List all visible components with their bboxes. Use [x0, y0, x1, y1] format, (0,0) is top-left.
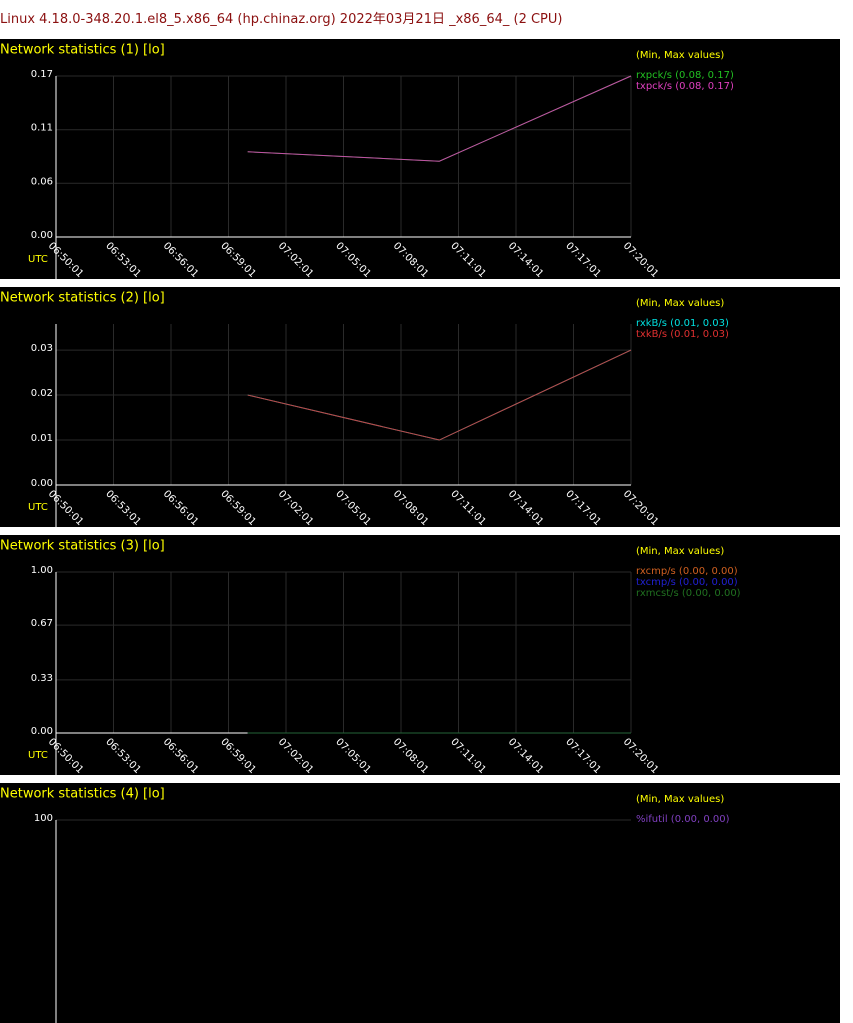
y-tick-label: 0.00 — [31, 478, 53, 489]
y-tick-label: 0.06 — [31, 176, 53, 187]
x-tick-label: 07:02:01 — [276, 488, 316, 527]
x-tick-label: 07:14:01 — [506, 240, 546, 279]
legend-entry: rxpck/s (0.08, 0.17) — [636, 70, 734, 81]
chart: Network statistics (1) [lo] (Min, Max val… — [0, 43, 734, 279]
y-tick-label: 0.01 — [31, 433, 53, 444]
y-tick-label: 1.00 — [31, 565, 53, 576]
y-tick-label: 0.00 — [31, 230, 53, 241]
x-tick-label: 06:53:01 — [103, 488, 143, 527]
x-tick-label: 06:50:01 — [46, 736, 86, 775]
y-tick-label: 0.33 — [31, 673, 53, 684]
legend-entry: txkB/s (0.01, 0.03) — [636, 329, 729, 340]
y-tick-label: 0.00 — [31, 726, 53, 737]
x-tick-label: 07:20:01 — [621, 488, 661, 527]
legend-title: (Min, Max values) — [636, 546, 724, 557]
legend-entry: rxkB/s (0.01, 0.03) — [636, 318, 729, 329]
x-tick-label: 06:59:01 — [218, 736, 258, 775]
x-tick-label: 07:17:01 — [563, 240, 603, 279]
x-tick-label: 06:56:01 — [161, 488, 201, 527]
x-tick-label: 06:53:01 — [103, 240, 143, 279]
series-line — [247, 349, 632, 441]
legend-entry: %ifutil (0.00, 0.00) — [636, 814, 730, 825]
chart-title: Network statistics (3) [lo] — [0, 539, 165, 554]
x-tick-label: 06:56:01 — [161, 240, 201, 279]
x-tick-label: 07:14:01 — [506, 488, 546, 527]
x-tick-label: 06:53:01 — [103, 736, 143, 775]
x-tick-label: 06:59:01 — [218, 240, 258, 279]
y-tick-label: 0.17 — [31, 69, 53, 80]
x-axis-label: UTC — [28, 502, 48, 513]
legend-entry: txpck/s (0.08, 0.17) — [636, 81, 734, 92]
x-tick-label: 07:14:01 — [506, 736, 546, 775]
legend-entry: txcmp/s (0.00, 0.00) — [636, 577, 738, 588]
x-tick-label: 07:08:01 — [391, 240, 431, 279]
x-tick-label: 07:08:01 — [391, 488, 431, 527]
x-tick-label: 07:11:01 — [448, 240, 488, 279]
y-tick-label: 0.03 — [31, 343, 53, 354]
y-tick-label: 0.11 — [31, 123, 53, 134]
x-tick-label: 07:11:01 — [448, 488, 488, 527]
x-tick-label: 07:17:01 — [563, 488, 603, 527]
chart-title: Network statistics (1) [lo] — [0, 43, 165, 58]
x-tick-label: 07:02:01 — [276, 736, 316, 775]
y-tick-label: 0.02 — [31, 388, 53, 399]
x-tick-label: 06:59:01 — [218, 488, 258, 527]
legend-title: (Min, Max values) — [636, 794, 724, 805]
x-tick-label: 07:20:01 — [621, 736, 661, 775]
y-tick-label: 100 — [34, 813, 53, 824]
x-axis-label: UTC — [28, 254, 48, 265]
x-tick-label: 07:05:01 — [333, 240, 373, 279]
chart-panel: Network statistics (1) [lo] (Min, Max val… — [0, 39, 840, 279]
chart-title: Network statistics (4) [lo] — [0, 787, 165, 802]
chart-panel: Network statistics (4) [lo] (Min, Max val… — [0, 783, 840, 1023]
x-tick-label: 07:17:01 — [563, 736, 603, 775]
series-line — [247, 75, 632, 162]
page: Linux 4.18.0-348.20.1.el8_5.x86_64 (hp.c… — [0, 12, 840, 1023]
x-tick-label: 06:50:01 — [46, 240, 86, 279]
chart: Network statistics (2) [lo] (Min, Max val… — [0, 291, 729, 527]
x-tick-label: 07:20:01 — [621, 240, 661, 279]
chart-panel: Network statistics (2) [lo] (Min, Max val… — [0, 287, 840, 527]
x-tick-label: 06:50:01 — [46, 488, 86, 527]
y-tick-label: 0.67 — [31, 618, 53, 629]
chart: Network statistics (3) [lo] (Min, Max val… — [0, 539, 741, 775]
chart: Network statistics (4) [lo] (Min, Max val… — [0, 787, 730, 1023]
chart-panel: Network statistics (3) [lo] (Min, Max val… — [0, 535, 840, 775]
header: Linux 4.18.0-348.20.1.el8_5.x86_64 (hp.c… — [0, 12, 563, 27]
x-tick-label: 07:08:01 — [391, 736, 431, 775]
x-tick-label: 06:56:01 — [161, 736, 201, 775]
x-tick-label: 07:05:01 — [333, 736, 373, 775]
legend-title: (Min, Max values) — [636, 50, 724, 61]
x-tick-label: 07:05:01 — [333, 488, 373, 527]
x-tick-label: 07:11:01 — [448, 736, 488, 775]
legend-entry: rxcmp/s (0.00, 0.00) — [636, 566, 738, 577]
x-axis-label: UTC — [28, 750, 48, 761]
legend-title: (Min, Max values) — [636, 298, 724, 309]
chart-title: Network statistics (2) [lo] — [0, 291, 165, 306]
legend-entry: rxmcst/s (0.00, 0.00) — [636, 588, 741, 599]
x-tick-label: 07:02:01 — [276, 240, 316, 279]
